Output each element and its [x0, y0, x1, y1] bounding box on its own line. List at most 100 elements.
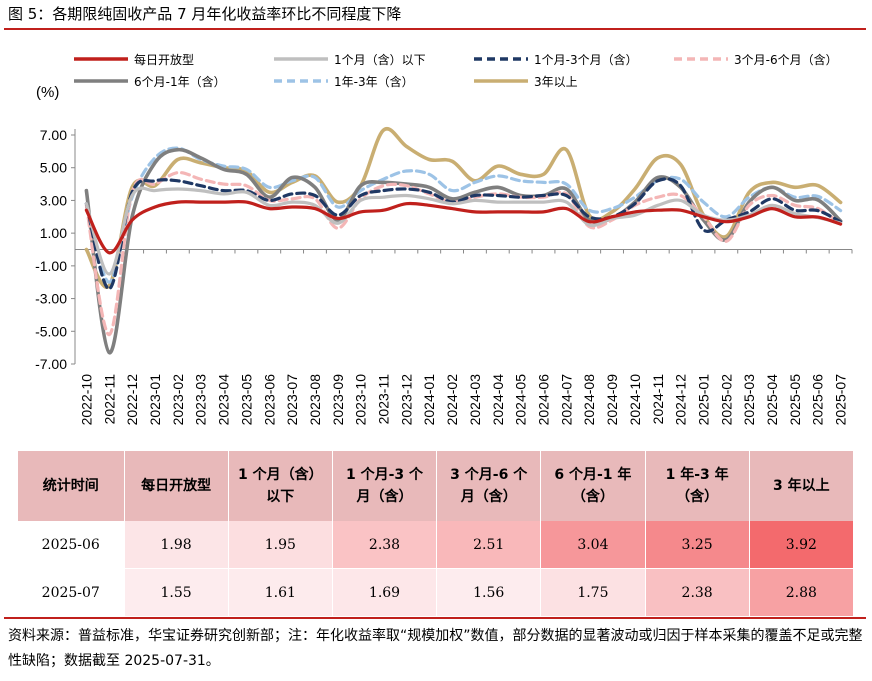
table-cell: 2.88	[749, 568, 855, 617]
title-divider	[4, 28, 866, 30]
x-tick-label: 2024-07	[558, 374, 574, 426]
table-header-cell: 6 个月-1 年（含）	[540, 451, 646, 521]
table-cell: 3.25	[645, 521, 750, 569]
x-tick-label: 2023-12	[398, 374, 414, 426]
table-header-cell: 1 个月（含）以下	[228, 451, 333, 521]
legend-label-m1-3: 1个月-3个月（含）	[534, 52, 638, 67]
x-tick-label: 2023-10	[353, 374, 369, 426]
series-line-m1_3	[84, 177, 843, 291]
figure-title: 图 5：各期限纯固收产品 7 月年化收益率环比不同程度下降	[8, 5, 402, 23]
y-tick-label: 3.00	[40, 192, 67, 208]
y-axis-unit: (%)	[36, 84, 60, 101]
table-header-cell: 1 年-3 年（含）	[645, 451, 750, 521]
table-cell: 1.98	[124, 521, 229, 569]
x-tick-label: 2024-09	[604, 374, 620, 426]
table-header-cell: 每日开放型	[124, 451, 229, 521]
y-tick-label: 7.00	[40, 127, 67, 143]
table-cell: 1.55	[124, 568, 229, 617]
x-tick-label: 2023-05	[238, 374, 254, 426]
legend-swatch-y1-3	[274, 79, 328, 83]
x-tick-label: 2023-07	[284, 374, 300, 426]
table-cell: 1.69	[332, 568, 438, 617]
x-tick-label: 2025-03	[741, 374, 757, 426]
x-tick-label: 2025-07	[833, 374, 849, 426]
table-header-cell: 3 个月-6 个月（含）	[436, 451, 542, 521]
legend-swatch-y3plus	[474, 79, 528, 83]
legend-swatch-m1-3	[474, 57, 528, 61]
x-tick-label: 2025-05	[787, 374, 803, 426]
x-tick-label: 2022-12	[124, 374, 140, 426]
table-cell: 3.04	[540, 521, 646, 569]
legend-label-y3plus: 3年以上	[534, 74, 578, 89]
x-tick-label: 2023-02	[170, 374, 186, 426]
x-tick-label: 2024-06	[535, 374, 551, 426]
x-tick-label: 2024-05	[513, 374, 529, 426]
table-header-cell: 1 个月-3 个月（含）	[332, 451, 438, 521]
table-row: 2025-07 1.55 1.61 1.69 1.56 1.75 2.38 2.…	[18, 568, 855, 617]
x-tick-label: 2024-10	[627, 374, 643, 426]
x-tick-label: 2025-02	[718, 374, 734, 426]
table-cell: 2.51	[436, 521, 542, 569]
x-tick-label: 2024-03	[467, 374, 483, 426]
legend-item-m1-3: 1个月-3个月（含）	[472, 50, 638, 68]
legend-label-m1: 1个月（含）以下	[334, 52, 426, 67]
legend-label-daily: 每日开放型	[134, 52, 195, 67]
x-tick-label: 2023-06	[261, 374, 277, 426]
table-date-cell: 2025-07	[18, 568, 125, 617]
legend-item-y3plus: 3年以上	[472, 72, 578, 90]
legend-swatch-daily	[74, 57, 128, 61]
x-tick-label: 2025-06	[810, 374, 826, 426]
legend-swatch-m3-6	[674, 57, 728, 61]
legend-item-m6-12: 6个月-1年（含）	[72, 72, 226, 90]
table-cell: 3.92	[749, 521, 855, 569]
yield-stats-table: 统计时间 每日开放型 1 个月（含）以下 1 个月-3 个月（含） 3 个月-6…	[18, 451, 855, 617]
x-tick-label: 2023-11	[376, 374, 392, 425]
x-tick-label: 2022-10	[78, 374, 94, 426]
legend-item-daily: 每日开放型	[72, 50, 194, 68]
series-line-y3plus	[84, 126, 843, 289]
x-tick-label: 2024-11	[650, 374, 666, 425]
legend-item-m3-6: 3个月-6个月（含）	[672, 50, 838, 68]
y-tick-label: 5.00	[40, 160, 67, 176]
table-header-row: 统计时间 每日开放型 1 个月（含）以下 1 个月-3 个月（含） 3 个月-6…	[18, 451, 855, 521]
series-line-daily	[84, 200, 843, 255]
y-tick-label: -3.00	[35, 291, 67, 307]
x-tick-label: 2023-01	[147, 374, 163, 426]
chart-legend: 每日开放型 1个月（含）以下 1个月-3个月（含） 3个月-6个月（含） 6个月…	[70, 48, 870, 94]
series-line-m6_12	[84, 147, 843, 355]
legend-item-m1: 1个月（含）以下	[272, 50, 426, 68]
x-tick-label: 2025-04	[764, 374, 780, 426]
x-tick-label: 2023-03	[193, 374, 209, 426]
table-header-cell: 3 年以上	[749, 451, 855, 521]
source-divider	[4, 617, 866, 619]
yield-line-chart: 7.00 5.00 3.00 1.00 -1.00 -3.00 -5.00 -7.00 2022…	[35, 126, 853, 426]
table-cell: 1.56	[436, 568, 542, 617]
table-date-cell: 2025-06	[18, 521, 125, 569]
x-tick-label: 2023-04	[216, 374, 232, 426]
table-row: 2025-06 1.98 1.95 2.38 2.51 3.04 3.25 3.…	[18, 521, 855, 569]
x-tick-label: 2024-01	[421, 374, 437, 426]
y-tick-label: 1.00	[40, 225, 67, 241]
x-tick-label: 2022-11	[101, 374, 117, 425]
legend-label-m6-12: 6个月-1年（含）	[134, 74, 226, 89]
x-tick-label: 2024-02	[444, 374, 460, 426]
table-header-cell: 统计时间	[18, 451, 125, 521]
x-tick-label: 2024-04	[490, 374, 506, 426]
y-tick-label: -5.00	[35, 323, 67, 339]
table-cell: 1.95	[228, 521, 333, 569]
legend-swatch-m6-12	[74, 79, 128, 83]
table-cell: 2.38	[645, 568, 750, 617]
x-tick-label: 2024-08	[581, 374, 597, 426]
legend-swatch-m1	[274, 57, 328, 61]
x-tick-label: 2023-08	[307, 374, 323, 426]
y-tick-label: -1.00	[35, 258, 67, 274]
x-tick-label: 2023-09	[330, 374, 346, 426]
y-tick-label: -7.00	[35, 356, 67, 372]
table-cell: 1.75	[540, 568, 646, 617]
legend-item-y1-3: 1年-3年（含）	[272, 72, 414, 90]
table-cell: 1.61	[228, 568, 333, 617]
x-tick-label: 2025-01	[695, 374, 711, 426]
legend-label-y1-3: 1年-3年（含）	[334, 74, 414, 89]
legend-label-m3-6: 3个月-6个月（含）	[734, 52, 838, 67]
table-cell: 2.38	[332, 521, 438, 569]
